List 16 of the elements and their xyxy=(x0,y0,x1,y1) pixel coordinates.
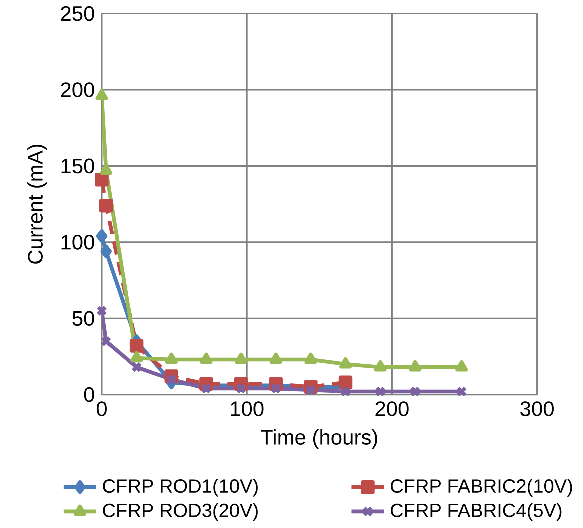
y-axis-title: Current (mA) xyxy=(28,145,48,264)
x-tick-label: 300 xyxy=(520,402,554,417)
y-tick-label: 0 xyxy=(84,388,94,402)
x-tick-label: 0 xyxy=(96,402,107,417)
y-tick-label: 150 xyxy=(62,158,94,174)
legend-label: CFRP ROD1(10V) xyxy=(103,479,258,497)
y-tick-label: 100 xyxy=(62,235,94,250)
y-tick-label: 250 xyxy=(61,6,94,22)
legend-label: CFRP ROD3(20V) xyxy=(103,504,258,522)
x-tick-label: 100 xyxy=(231,402,264,417)
x-tick-label: 200 xyxy=(376,402,409,417)
y-tick-label: 50 xyxy=(72,311,94,326)
y-tick-label: 200 xyxy=(61,82,94,98)
legend-label: CFRP FABRIC2(10V) xyxy=(390,479,572,497)
legend-label: CFRP FABRIC4(5V) xyxy=(390,504,562,522)
x-axis-title: Time (hours) xyxy=(261,430,378,450)
